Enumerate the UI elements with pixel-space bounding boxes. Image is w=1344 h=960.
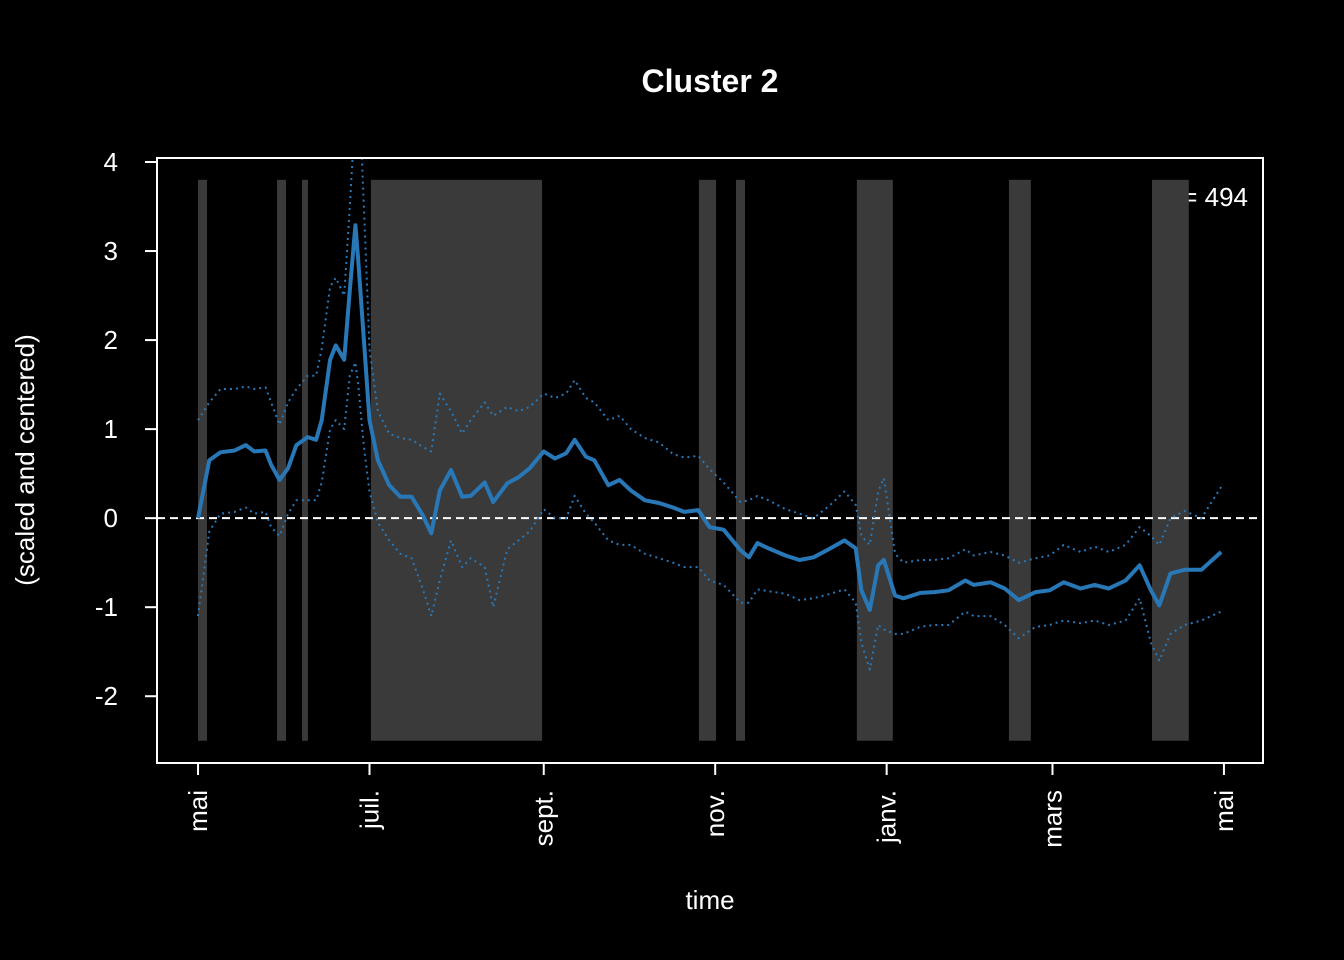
x-tick-label: mai: [1209, 790, 1239, 832]
y-axis-label: (scaled and centered): [10, 334, 40, 585]
y-tick-label: 2: [104, 325, 118, 355]
chart-title: Cluster 2: [642, 63, 779, 99]
shaded-period: [198, 179, 208, 741]
shaded-period: [277, 179, 287, 741]
shaded-period: [370, 179, 543, 741]
shaded-period: [735, 179, 745, 741]
y-tick-label: 1: [104, 414, 118, 444]
x-tick-label: sept.: [529, 790, 559, 846]
x-axis-label: time: [685, 885, 734, 915]
mean-line: [196, 223, 1223, 612]
band-line: [197, 361, 1222, 671]
x-tick-label: mars: [1037, 790, 1067, 848]
shaded-period: [856, 179, 893, 741]
shading: [198, 179, 1189, 741]
shaded-period: [698, 179, 717, 741]
x-tick-label: janv.: [872, 790, 902, 844]
shaded-period: [1151, 179, 1189, 741]
plot-frame: [156, 157, 1264, 764]
y-tick-label: -2: [95, 681, 118, 711]
shaded-period: [1008, 179, 1031, 741]
lines: [157, 158, 1263, 671]
shaded-period: [302, 179, 308, 741]
x-tick-label: nov.: [700, 790, 730, 837]
x-tick-label: mai: [183, 790, 213, 832]
y-tick-label: -1: [95, 592, 118, 622]
band-line: [197, 158, 1222, 564]
y-tick-label: 0: [104, 503, 118, 533]
x-tick-label: juil.: [354, 790, 384, 830]
y-tick-label: 3: [104, 236, 118, 266]
y-tick-label: 4: [104, 147, 118, 177]
